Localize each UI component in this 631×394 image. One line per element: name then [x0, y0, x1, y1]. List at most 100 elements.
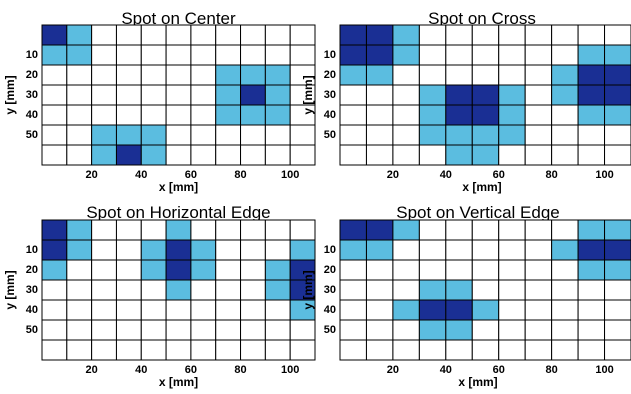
grid-cell [41, 124, 68, 146]
grid-cell [445, 339, 473, 361]
grid-cell [365, 339, 394, 361]
grid-cell [140, 339, 167, 361]
x-tick-label: 80 [546, 169, 558, 181]
grid-cell [471, 44, 500, 66]
grid-cell [140, 44, 167, 66]
grid-cell [604, 104, 631, 126]
grid-cell [165, 339, 192, 361]
grid-cell [66, 339, 93, 361]
grid-cell [471, 319, 500, 341]
grid-cell [115, 299, 142, 321]
grid-cell [190, 279, 217, 301]
grid-cell [339, 239, 367, 261]
grid-cell [551, 299, 579, 321]
grid-cell [264, 319, 291, 341]
grid-cell [41, 104, 68, 126]
grid-cell [498, 219, 526, 241]
grid-cell [471, 84, 500, 106]
grid-cell [445, 64, 473, 86]
x-tick-labels: 20 40 60 80 100 [86, 364, 300, 376]
grid-cell [165, 259, 192, 281]
grid-cell [365, 319, 394, 341]
grid-cell [471, 339, 500, 361]
grid-cell [418, 219, 447, 241]
grid-cell [418, 84, 447, 106]
x-tick-labels: 20 40 60 80 100 [387, 364, 614, 376]
grid-cell [418, 299, 447, 321]
grid-cell [551, 279, 579, 301]
y-tick-label: 20 [26, 264, 38, 276]
grid-cell [91, 124, 117, 146]
grid-cell [115, 44, 142, 66]
x-axis-label: x [mm] [462, 180, 501, 194]
grid-cell [551, 319, 579, 341]
grid-cell [140, 319, 167, 341]
grid-cell [289, 24, 316, 46]
grid-cell [264, 279, 291, 301]
grid-cell [66, 219, 93, 241]
grid-cell [577, 279, 606, 301]
grid-cell [524, 64, 553, 86]
x-axis-label: x [mm] [159, 375, 198, 389]
grid-cell [471, 104, 500, 126]
grid-cell [66, 24, 93, 46]
y-tick-label: 50 [26, 324, 38, 336]
grid-cell [66, 259, 93, 281]
grid-cell [91, 24, 117, 46]
grid-cell [418, 279, 447, 301]
grid-cell [140, 239, 167, 261]
y-tick-label: 10 [26, 244, 38, 256]
grid-cell [551, 64, 579, 86]
grid-cell [604, 124, 631, 146]
y-axis-label: y [mm] [3, 270, 17, 309]
grid-cell [551, 144, 579, 166]
grid-cell [140, 124, 167, 146]
grid-cell [392, 299, 420, 321]
grid-cell [41, 144, 68, 166]
grid-cell [165, 84, 192, 106]
grid-cell [289, 319, 316, 341]
grid-cell [240, 104, 266, 126]
grid-cell [215, 64, 242, 86]
grid-cell [215, 84, 242, 106]
y-tick-label: 40 [324, 109, 336, 121]
grid-cell [215, 319, 242, 341]
grid-cell [140, 259, 167, 281]
grid-cell [604, 279, 631, 301]
grid-cell [41, 84, 68, 106]
grid-cell [240, 299, 266, 321]
y-tick-labels: 10 20 30 40 50 [26, 244, 38, 336]
grid-cell [551, 219, 579, 241]
y-axis-label: y [mm] [301, 75, 315, 114]
grid-cell [392, 319, 420, 341]
y-tick-label: 30 [324, 89, 336, 101]
x-tick-label: 20 [86, 364, 98, 376]
grid-cell [604, 299, 631, 321]
grid-cell [240, 279, 266, 301]
grid-cell [66, 299, 93, 321]
grid-cell [418, 319, 447, 341]
grid-cell [577, 24, 606, 46]
grid-cell [264, 124, 291, 146]
grid-cell [41, 44, 68, 66]
grid-cell [190, 144, 217, 166]
grid-cell [41, 279, 68, 301]
grid-cell [289, 339, 316, 361]
grid-cell [604, 319, 631, 341]
grid-cell [41, 299, 68, 321]
grid-cell [140, 24, 167, 46]
grid-cell [289, 44, 316, 66]
grid-cell [190, 259, 217, 281]
grid-cell [240, 319, 266, 341]
grid-cell [190, 319, 217, 341]
y-axis-label: y [mm] [3, 75, 17, 114]
grid-cell [577, 144, 606, 166]
x-tick-label: 80 [234, 169, 246, 181]
cell-grid [339, 219, 631, 361]
grid-cell [215, 144, 242, 166]
grid-cell [66, 319, 93, 341]
y-tick-label: 40 [324, 304, 336, 316]
x-axis-label: x [mm] [458, 375, 497, 389]
grid-cell [604, 259, 631, 281]
